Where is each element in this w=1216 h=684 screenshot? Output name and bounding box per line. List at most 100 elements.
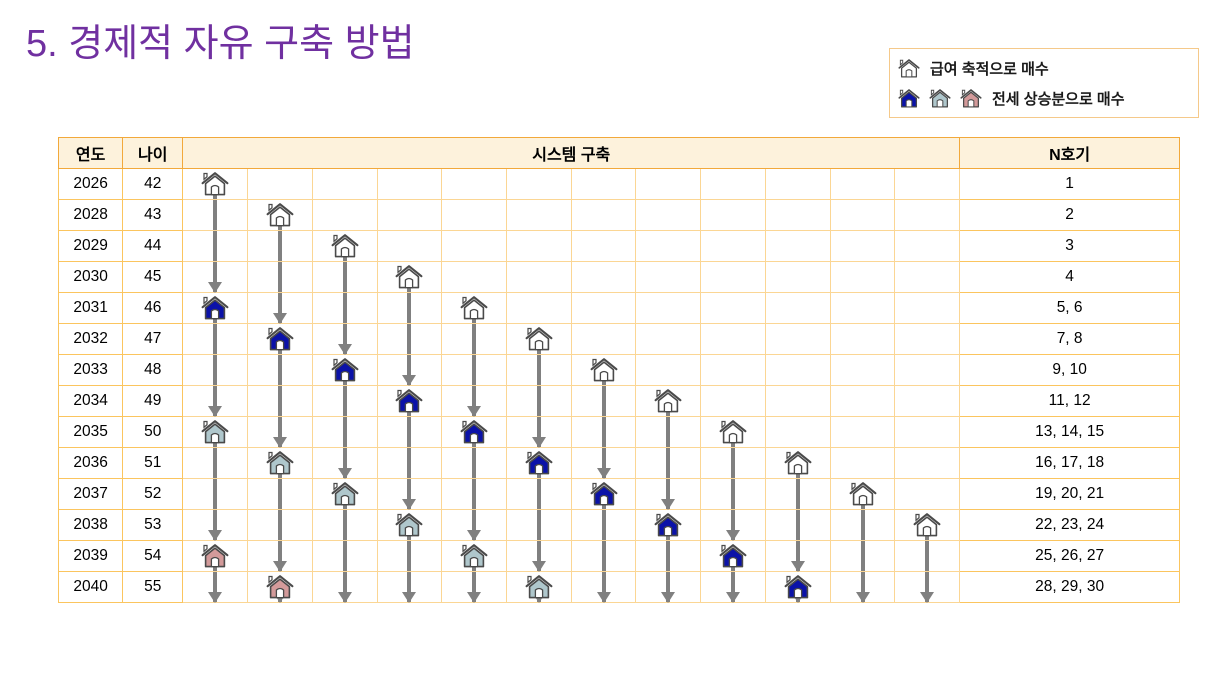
arrow-segment [472,386,477,416]
cell-system-r10-c9 [764,478,831,510]
cell-year: 2029 [57,230,124,262]
arrow-segment [536,355,541,385]
arrow-segment [407,417,412,447]
legend-label-salary: 급여 축적으로 매수 [930,60,1049,78]
cell-system-r7-c3 [376,385,443,417]
arrow-head [661,592,676,603]
cell-system-r2-c9 [764,230,831,262]
cell-system-r3-c7 [635,261,702,293]
cell-system-r0-c8 [700,168,766,200]
cell-system-r12-c3 [376,540,443,572]
arrow-segment [731,479,736,509]
cell-nho: 25, 26, 27 [959,540,1180,572]
arrow-segment [666,448,671,478]
arrow-segment [666,479,671,509]
house-white-icon [331,233,359,259]
cell-system-r10-c7 [635,478,702,510]
house-blue-icon [590,481,618,507]
arrow-segment [277,479,282,509]
arrow-segment [213,510,218,540]
cell-system-r8-c0 [182,416,249,448]
arrow-head [726,530,741,541]
cell-system-r13-c7 [635,571,702,603]
arrow-segment [795,479,800,509]
arrow-segment [213,200,218,230]
cell-system-r11-c5 [505,509,572,541]
arrow-segment [860,510,865,540]
header-year: 연도 [57,137,124,169]
cell-nho: 2 [959,199,1180,231]
house-blue-icon [525,450,553,476]
cell-system-r6-c4 [441,354,507,386]
cell-system-r3-c9 [764,261,831,293]
cell-system-r0-c2 [311,168,378,200]
cell-system-r9-c6 [570,447,637,479]
cell-nho: 9, 10 [959,354,1180,386]
arrow-head [208,530,223,541]
cell-system-r0-c6 [570,168,637,200]
arrow-segment [277,293,282,323]
cell-system-r12-c0 [182,540,249,572]
cell-system-r1-c3 [376,199,443,231]
house-gray-icon [525,574,553,600]
cell-system-r4-c10 [829,292,896,324]
cell-system-r6-c0 [182,354,249,386]
cell-year: 2034 [57,385,124,417]
cell-system-r2-c10 [829,230,896,262]
arrow-segment [342,448,347,478]
arrow-segment [277,417,282,447]
cell-system-r7-c7 [635,385,702,417]
table-header-row: 연도 나이 시스템 구축 N호기 [57,137,1180,169]
house-white-icon [913,512,941,538]
cell-system-r11-c1 [247,509,313,541]
house-blue-icon [898,88,920,109]
cell-system-r0-c4 [441,168,507,200]
arrow-segment [342,293,347,323]
table-row: 2040 55 28, 29, 30 [57,571,1180,603]
cell-system-r7-c1 [247,385,313,417]
cell-system-r0-c9 [764,168,831,200]
cell-system-r6-c7 [635,354,702,386]
table-row: 2029 44 3 [57,230,1180,262]
cell-nho: 1 [959,168,1180,200]
cell-system-r3-c10 [829,261,896,293]
header-age: 나이 [122,137,184,169]
arrow-segment [472,355,477,385]
cell-system-r1-c5 [505,199,572,231]
cell-system-r7-c5 [505,385,572,417]
cell-system-r7-c11 [894,385,961,417]
cell-system-r11-c7 [635,509,702,541]
arrow-head [337,468,352,479]
table-row: 2032 47 7, 8 [57,323,1180,355]
cell-age: 51 [122,447,184,479]
house-white-icon [719,419,747,445]
cell-system-r11-c9 [764,509,831,541]
arrow-segment [277,386,282,416]
cell-system-r1-c10 [829,199,896,231]
cell-year: 2026 [57,168,124,200]
arrow-segment [407,448,412,478]
arrow-head [920,592,935,603]
house-blue-icon [719,543,747,569]
arrow-segment [666,417,671,447]
cell-system-r4-c9 [764,292,831,324]
cell-system-r10-c10 [829,478,896,510]
cell-system-r1-c1 [247,199,313,231]
cell-system-r0-c7 [635,168,702,200]
arrow-segment [342,324,347,354]
cell-system-r10-c2 [311,478,378,510]
cell-system-r0-c0 [182,168,249,200]
cell-nho: 4 [959,261,1180,293]
cell-system-r1-c0 [182,199,249,231]
arrow-segment [860,541,865,571]
cell-system-r12-c4 [441,540,507,572]
cell-system-r11-c8 [700,509,766,541]
cell-system-r7-c2 [311,385,378,417]
cell-system-r12-c9 [764,540,831,572]
arrow-segment [472,324,477,354]
house-gray-icon [929,88,951,109]
table-row: 2039 54 25, 26, 27 [57,540,1180,572]
cell-year: 2035 [57,416,124,448]
cell-system-r2-c5 [505,230,572,262]
house-white-icon [590,357,618,383]
